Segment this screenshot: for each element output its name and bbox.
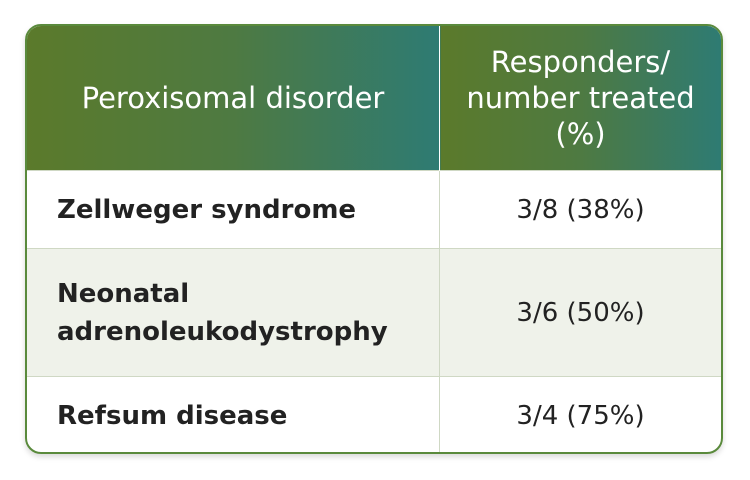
row: Zellweger syndrome 3/8 (38%) — [27, 170, 721, 249]
cell: Zellweger syndrome — [27, 170, 440, 249]
header-cell: Peroxisomal disorder — [27, 26, 440, 171]
header-cell: Responders/ number treated (%) — [439, 26, 721, 171]
row: Neonatal adrenoleukodystrophy 3/6 (50%) — [27, 248, 721, 377]
header-row: Peroxisomal disorder Responders/ number … — [27, 26, 721, 171]
cell: 3/8 (38%) — [439, 170, 721, 249]
cell: Neonatal adrenoleukodystrophy — [27, 248, 440, 377]
row: Refsum disease 3/4 (75%) — [27, 376, 721, 452]
cell: 3/6 (50%) — [439, 248, 721, 377]
table: Peroxisomal disorder Responders/ number … — [27, 26, 721, 452]
cell: Refsum disease — [27, 376, 440, 452]
table-card: Peroxisomal disorder Responders/ number … — [25, 24, 723, 454]
cell: 3/4 (75%) — [439, 376, 721, 452]
